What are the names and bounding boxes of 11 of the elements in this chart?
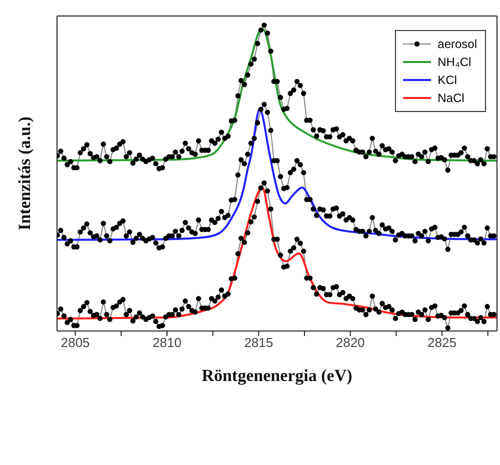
legend-label: KCl	[438, 73, 457, 87]
y-axis-title: Intenzitás (a.u.)	[15, 116, 34, 230]
legend-label: NH₄Cl	[438, 55, 472, 69]
x-tick-label: 2805	[60, 335, 90, 350]
x-tick-label: 2815	[244, 335, 274, 350]
x-axis-title: Röntgenenergia (eV)	[202, 366, 352, 385]
x-tick-label: 2825	[428, 335, 456, 350]
x-tick-label: 2810	[152, 335, 182, 350]
x-tick-label: 2820	[336, 335, 365, 350]
legend-label: aerosol	[438, 37, 477, 51]
legend-label: NaCl	[438, 91, 464, 105]
